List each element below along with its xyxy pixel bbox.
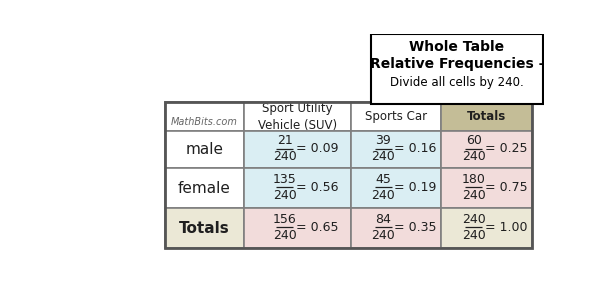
- Text: 180: 180: [462, 173, 486, 186]
- Text: 240: 240: [273, 150, 297, 163]
- Text: MathBits.com: MathBits.com: [171, 117, 238, 127]
- Text: male: male: [185, 142, 223, 157]
- Text: Totals: Totals: [179, 221, 230, 236]
- Text: 156: 156: [273, 213, 297, 226]
- Bar: [245, 168, 351, 208]
- Text: Relative Frequencies -: Relative Frequencies -: [370, 57, 544, 71]
- Text: 240: 240: [273, 229, 297, 242]
- Text: = 0.56: = 0.56: [295, 181, 338, 194]
- Text: = 0.75: = 0.75: [484, 181, 527, 194]
- Bar: [165, 131, 245, 168]
- Text: 45: 45: [375, 173, 391, 186]
- Bar: [442, 168, 532, 208]
- Bar: [351, 168, 442, 208]
- Bar: [351, 208, 442, 248]
- Text: Sports Car: Sports Car: [365, 110, 427, 123]
- Text: 240: 240: [371, 150, 395, 163]
- Bar: [351, 102, 442, 131]
- Text: = 0.25: = 0.25: [484, 142, 527, 155]
- Text: 240: 240: [462, 229, 486, 242]
- Bar: [245, 131, 351, 168]
- Text: = 0.65: = 0.65: [295, 221, 338, 234]
- Bar: [351, 131, 442, 168]
- Bar: [245, 208, 351, 248]
- Text: 39: 39: [375, 134, 391, 147]
- Text: 240: 240: [371, 189, 395, 202]
- Text: Divide all cells by 240.: Divide all cells by 240.: [390, 76, 524, 89]
- Bar: [165, 168, 245, 208]
- Bar: [245, 102, 351, 131]
- Text: 21: 21: [277, 134, 292, 147]
- Text: 240: 240: [462, 189, 486, 202]
- Bar: [442, 131, 532, 168]
- Bar: [442, 208, 532, 248]
- Text: Totals: Totals: [467, 110, 506, 123]
- Text: 240: 240: [462, 150, 486, 163]
- Text: 135: 135: [273, 173, 297, 186]
- Text: Whole Table: Whole Table: [410, 40, 504, 54]
- Text: 84: 84: [375, 213, 391, 226]
- Text: = 0.16: = 0.16: [394, 142, 437, 155]
- Text: = 0.35: = 0.35: [394, 221, 437, 234]
- Text: 240: 240: [273, 189, 297, 202]
- Bar: [371, 34, 543, 104]
- Text: = 1.00: = 1.00: [484, 221, 527, 234]
- Text: = 0.19: = 0.19: [394, 181, 437, 194]
- Bar: [165, 102, 245, 131]
- Bar: [165, 102, 532, 248]
- Text: 60: 60: [466, 134, 482, 147]
- Bar: [442, 102, 532, 131]
- Text: Sport Utility
Vehicle (SUV): Sport Utility Vehicle (SUV): [258, 102, 337, 132]
- Text: female: female: [178, 181, 231, 196]
- Text: 240: 240: [462, 213, 486, 226]
- Bar: [165, 208, 245, 248]
- Text: 240: 240: [371, 229, 395, 242]
- Text: = 0.09: = 0.09: [295, 142, 338, 155]
